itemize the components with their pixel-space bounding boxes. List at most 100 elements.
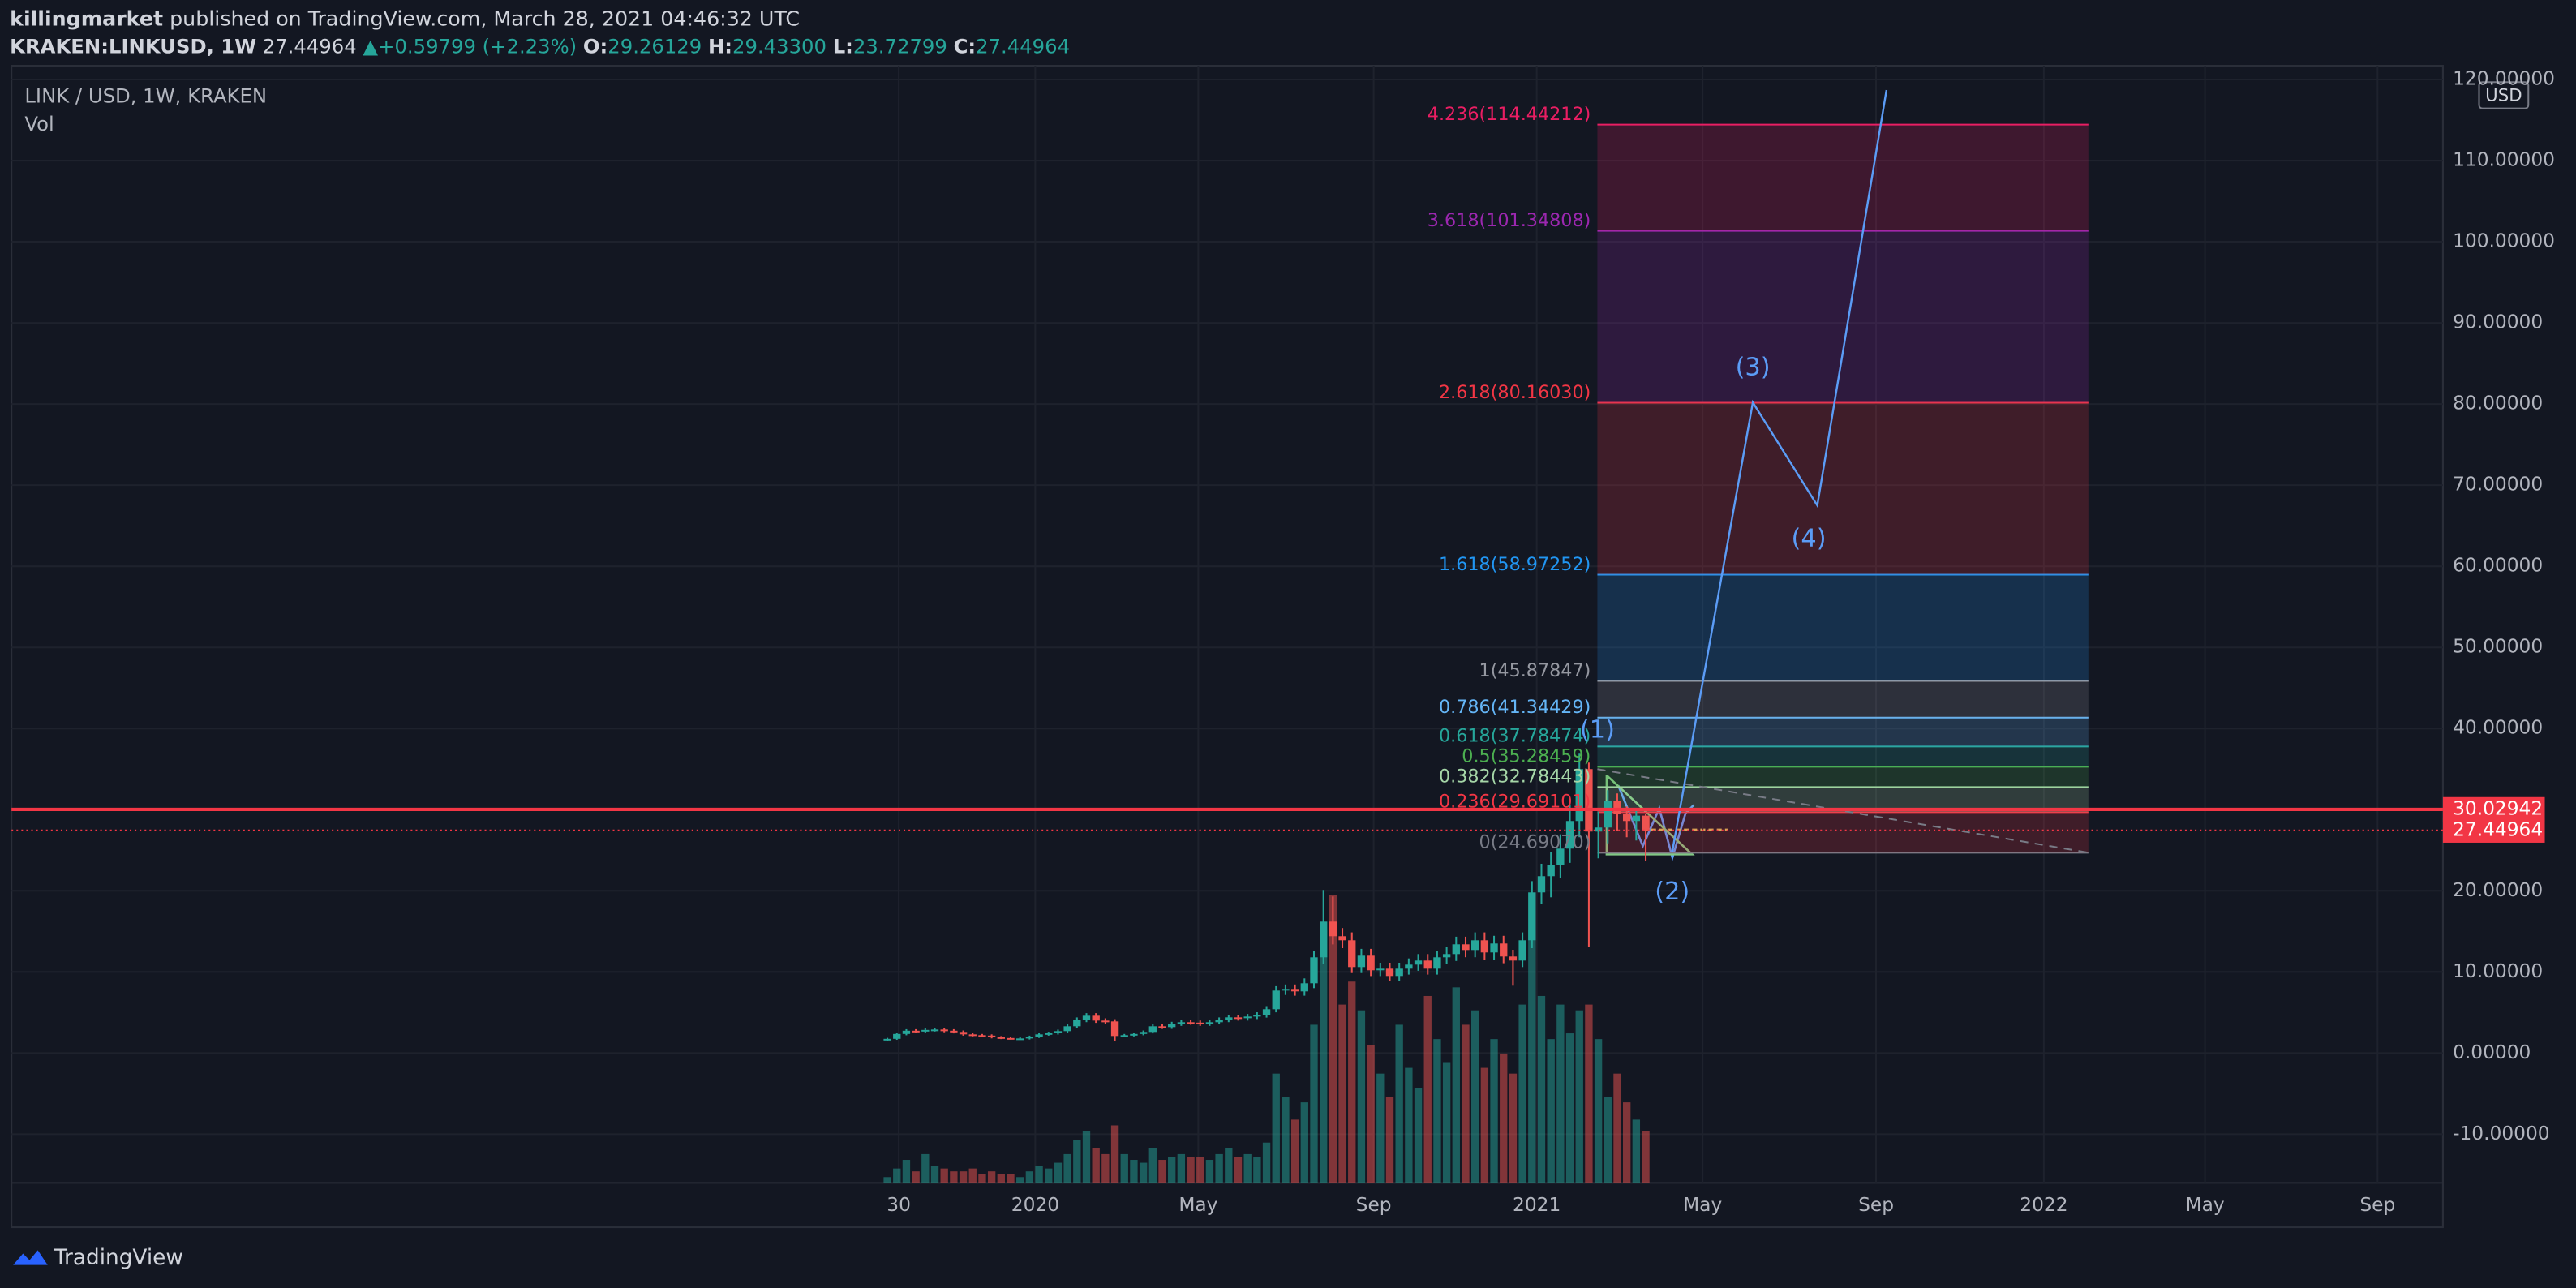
- candle-body: [1272, 990, 1280, 1010]
- fib-band: [1597, 680, 2089, 718]
- volume-bar: [1205, 1160, 1214, 1183]
- low: 23.72799: [853, 35, 947, 58]
- volume-bar: [1613, 1073, 1621, 1183]
- candle-body: [1462, 944, 1470, 951]
- candle-body: [1509, 956, 1518, 961]
- candle-body: [1500, 943, 1508, 957]
- fib-label: 0.382(32.78443): [1439, 766, 1591, 788]
- candle-body: [1480, 940, 1489, 953]
- plot-area: [11, 65, 2444, 1229]
- candle-body: [1329, 921, 1337, 937]
- volume-bar: [1177, 1153, 1186, 1183]
- volume-bar: [1622, 1102, 1631, 1183]
- candle-body: [968, 1034, 977, 1037]
- volume-bar: [1357, 1010, 1366, 1183]
- currency: USD: [2485, 85, 2522, 105]
- fib-label: 4.236(114.44212): [1428, 104, 1591, 125]
- volume-bar: [1054, 1162, 1063, 1183]
- series-layer: [11, 66, 2443, 1183]
- volume-bar: [1045, 1168, 1053, 1183]
- y-tick-label: 0.00000: [2453, 1041, 2531, 1063]
- high: 29.43300: [732, 35, 826, 58]
- candle-body: [1490, 943, 1498, 953]
- volume-bar: [1338, 1004, 1346, 1183]
- fib-band: [1597, 124, 2089, 231]
- candle-body: [940, 1029, 948, 1032]
- legend-symbol: LINK / USD, 1W, KRAKEN: [24, 84, 267, 108]
- x-tick-label: May: [2186, 1194, 2225, 1216]
- change: +0.59799 (+2.23%): [378, 35, 577, 58]
- volume-bar: [1433, 1039, 1441, 1183]
- volume-bar: [1423, 995, 1432, 1183]
- volume-bar: [1462, 1024, 1470, 1183]
- open: 29.26129: [608, 35, 702, 58]
- candle-body: [1585, 769, 1593, 832]
- symbol: KRAKEN:LINKUSD, 1W: [10, 35, 256, 58]
- candle-body: [1433, 957, 1441, 969]
- volume-bar: [1272, 1073, 1280, 1183]
- volume-bar: [1509, 1073, 1518, 1183]
- volume-bar: [1471, 1010, 1479, 1183]
- fib-label: 3.618(101.34808): [1428, 210, 1591, 231]
- candle-body: [1092, 1015, 1100, 1021]
- brand: TradingView: [54, 1246, 183, 1270]
- fib-band: [1597, 746, 2089, 767]
- candle-body: [1063, 1026, 1071, 1032]
- candle-body: [1528, 892, 1536, 941]
- volume-bar: [1518, 1004, 1526, 1183]
- volume-bar: [950, 1171, 958, 1183]
- volume-bar: [1282, 1097, 1290, 1183]
- candle-body: [1348, 940, 1356, 968]
- currency-badge: [2478, 81, 2530, 109]
- close: 27.44964: [976, 35, 1070, 58]
- tv-logo: [13, 1250, 48, 1265]
- y-tick-label: 70.00000: [2453, 474, 2543, 496]
- volume-bar: [1575, 1010, 1583, 1183]
- candle-body: [1253, 1015, 1261, 1017]
- fib-band: [1597, 402, 2089, 575]
- volume-bar: [1120, 1153, 1128, 1183]
- volume-bar: [1547, 1039, 1555, 1183]
- candle-body: [1376, 968, 1385, 971]
- candle-body: [1613, 801, 1621, 814]
- candle-body: [959, 1032, 968, 1035]
- fib-band: [1597, 230, 2089, 403]
- o-label: O:: [583, 35, 608, 58]
- volume-bar: [1168, 1157, 1176, 1183]
- wave-line: [1671, 89, 1888, 852]
- volume-bar: [1395, 1024, 1403, 1183]
- wave-label: (3): [1736, 354, 1771, 382]
- x-tick-label: May: [1179, 1194, 1217, 1216]
- candle-body: [1025, 1037, 1034, 1039]
- candle-body: [1537, 876, 1546, 893]
- candle-body: [1234, 1017, 1243, 1020]
- plot-frame: [11, 65, 2444, 1229]
- candle-body: [921, 1029, 930, 1032]
- x-tick-label: 30: [887, 1194, 911, 1216]
- volume-bar: [1329, 895, 1337, 1183]
- candle-body: [883, 1038, 891, 1041]
- candle-body: [1604, 801, 1612, 828]
- candle-body: [987, 1035, 996, 1037]
- fib-label: 0.5(35.28459): [1462, 746, 1591, 767]
- candle-body: [1073, 1020, 1081, 1027]
- price-label: 30.02942: [2453, 797, 2543, 819]
- candle-body: [997, 1037, 1005, 1039]
- volume-bar: [1262, 1142, 1271, 1183]
- candle-body: [1395, 968, 1403, 977]
- volume-bar: [1537, 995, 1546, 1183]
- volume-bar: [959, 1171, 968, 1183]
- wave-label: (2): [1655, 878, 1689, 906]
- volume-bar: [1452, 987, 1460, 1183]
- x-tick-label: 2020: [1011, 1194, 1059, 1216]
- fib-band: [1597, 574, 2089, 681]
- volume-bar: [1565, 1033, 1574, 1183]
- x-tick-label: Sep: [2359, 1194, 2395, 1216]
- y-tick-label: 60.00000: [2453, 555, 2543, 577]
- x-tick-label: 2021: [1513, 1194, 1561, 1216]
- y-tick-label: 50.00000: [2453, 636, 2543, 658]
- candle-body: [1148, 1026, 1157, 1033]
- x-tick-label: 2022: [2020, 1194, 2067, 1216]
- y-tick-label: -10.00000: [2453, 1123, 2550, 1144]
